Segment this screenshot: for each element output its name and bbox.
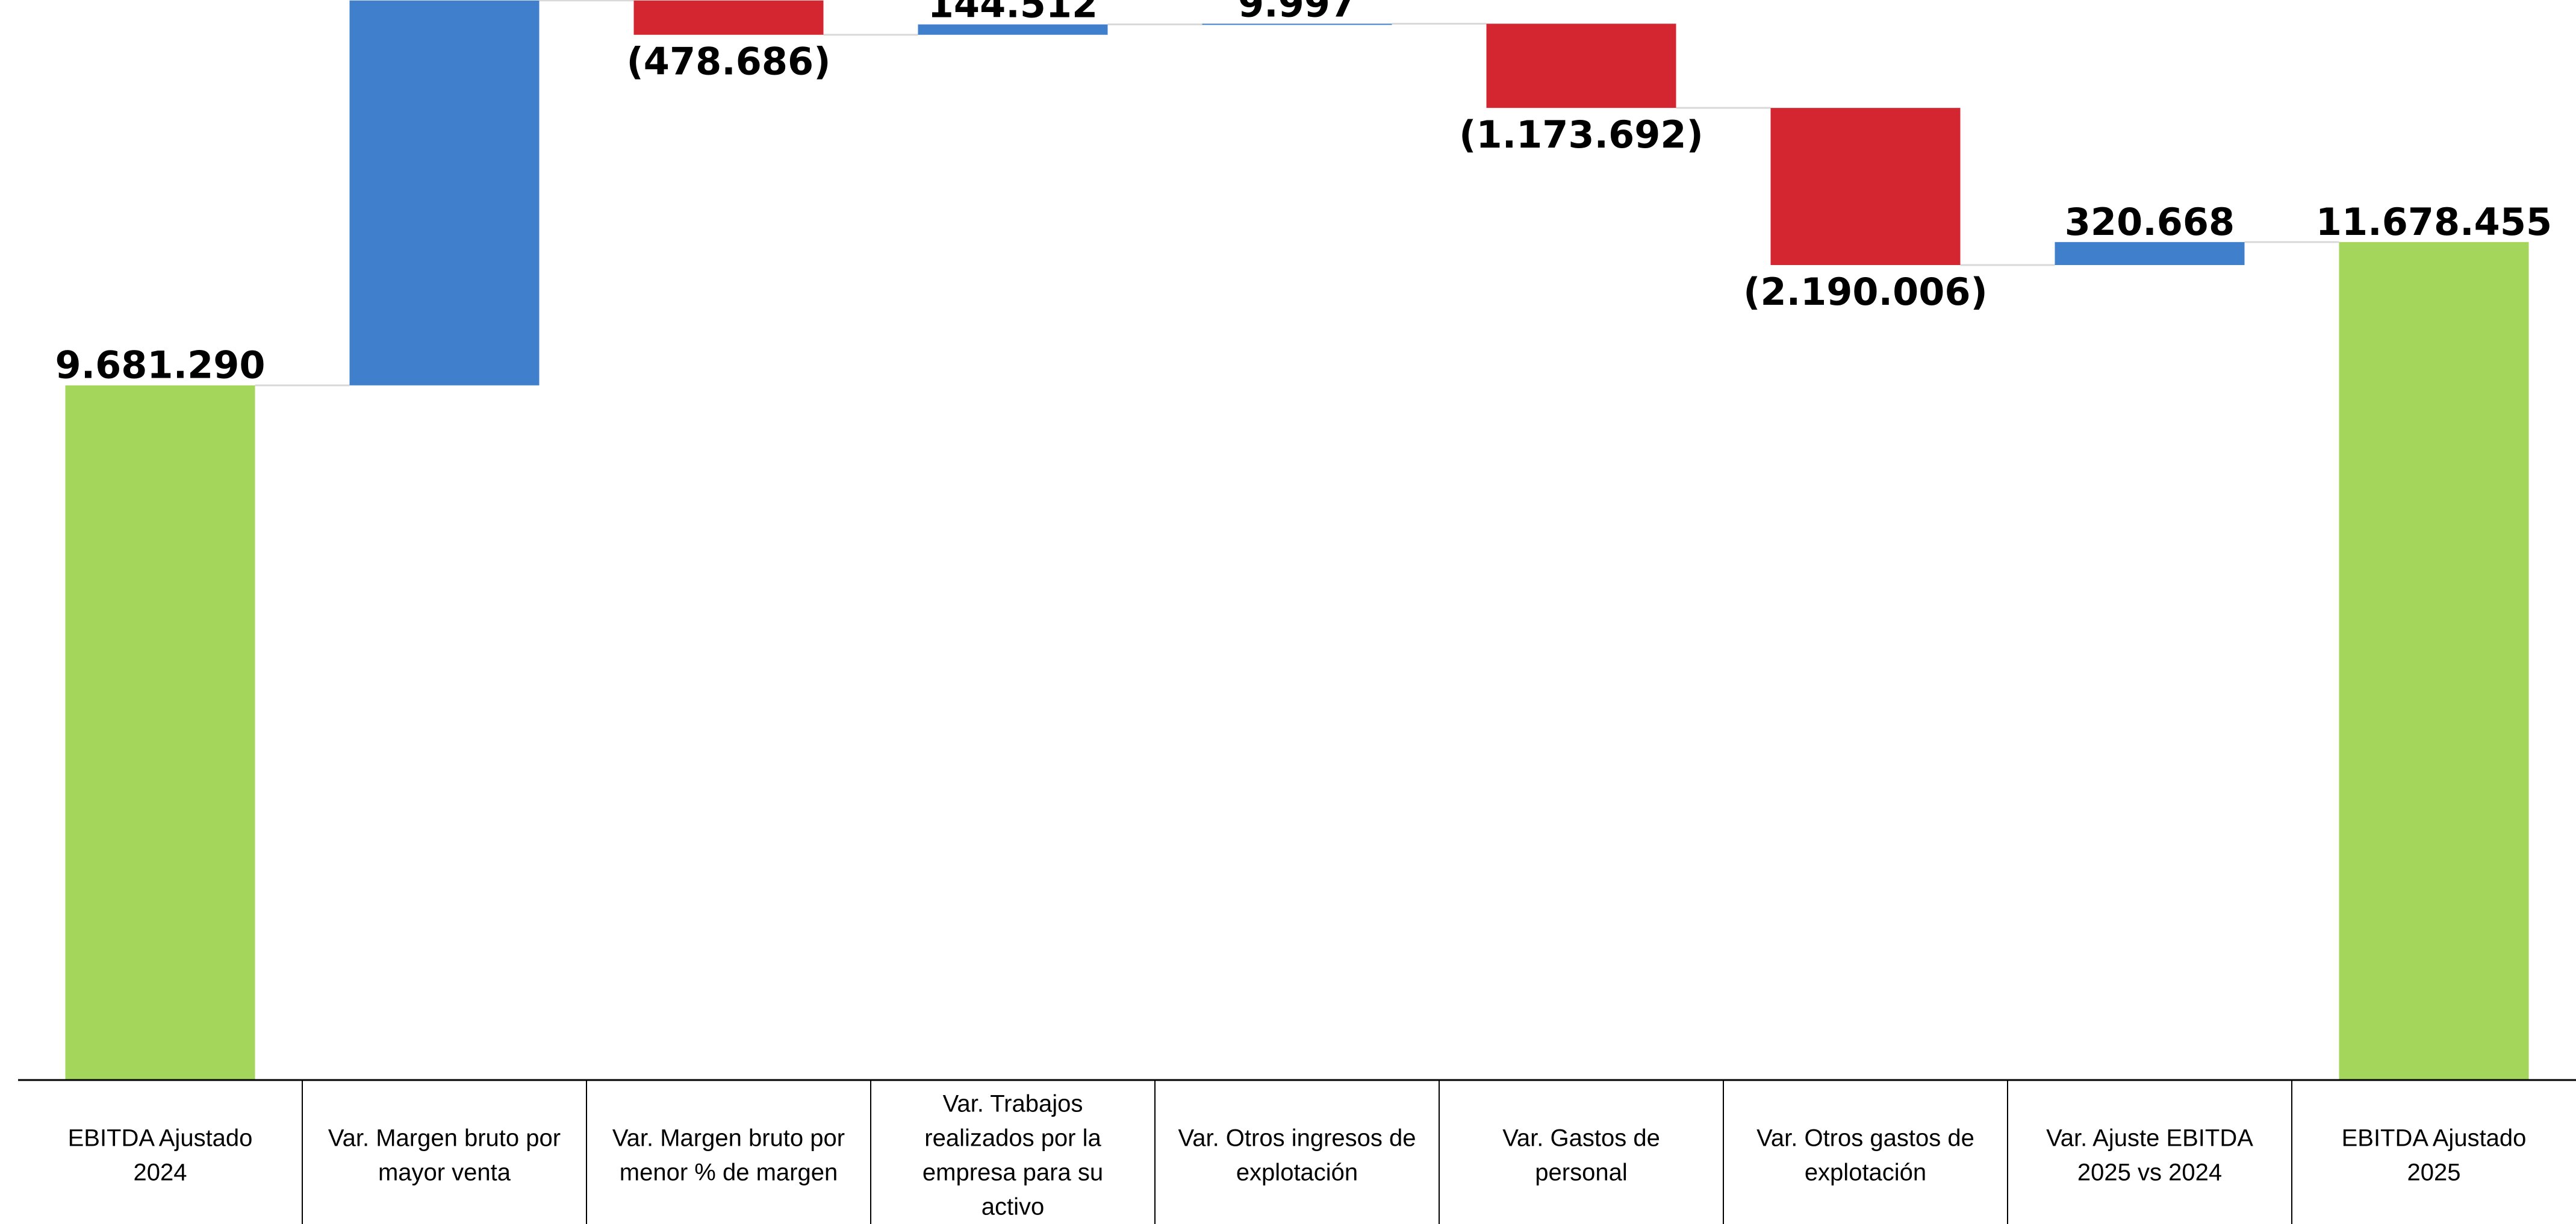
bar-1 xyxy=(65,385,255,1081)
value-label-5: 9.997 xyxy=(1238,0,1356,25)
value-labels: 9.681.290 5.364.372 (478.686) 144.512 9.997 (… xyxy=(55,0,2552,387)
category-label-3: Var. Margen bruto por menor % de margen xyxy=(612,1125,845,1186)
category-label-2: Var. Margen bruto por mayor venta xyxy=(328,1125,561,1186)
category-axis xyxy=(18,1079,2576,1224)
value-label-9: 11.678.455 xyxy=(2316,200,2552,244)
bar-5 xyxy=(1202,23,1392,25)
category-label-9: EBITDA Ajustado 2025 xyxy=(2342,1125,2527,1186)
category-labels: EBITDA Ajustado 2024 Var. Margen bruto por… xyxy=(68,1091,2527,1220)
bars xyxy=(65,0,2529,1081)
bar-3 xyxy=(633,0,824,35)
category-label-5: Var. Otros ingresos de explotación xyxy=(1178,1125,1416,1186)
category-label-1: EBITDA Ajustado 2024 xyxy=(68,1125,253,1186)
category-label-7: Var. Otros gastos de explotación xyxy=(1756,1125,1974,1186)
bar-6 xyxy=(1486,23,1676,108)
category-label-8: Var. Ajuste EBITDA 2025 vs 2024 xyxy=(2046,1125,2253,1186)
value-label-3: (478.686) xyxy=(626,40,830,84)
bar-7 xyxy=(1770,108,1961,266)
value-label-7: (2.190.006) xyxy=(1743,270,1988,314)
bar-8 xyxy=(2055,242,2245,266)
value-label-4: 144.512 xyxy=(928,0,1098,27)
bar-2 xyxy=(349,0,540,386)
connector-lines xyxy=(255,0,2339,387)
value-label-1: 9.681.290 xyxy=(55,343,265,387)
bar-9 xyxy=(2339,242,2529,1080)
value-label-8: 320.668 xyxy=(2065,200,2235,244)
value-label-6: (1.173.692) xyxy=(1459,113,1703,157)
category-label-6: Var. Gastos de personal xyxy=(1502,1125,1660,1186)
category-label-4: Var. Trabajos realizados por la empresa pa… xyxy=(922,1091,1103,1220)
value-label-2: 5.364.372 xyxy=(339,0,549,2)
bar-4 xyxy=(918,24,1108,35)
